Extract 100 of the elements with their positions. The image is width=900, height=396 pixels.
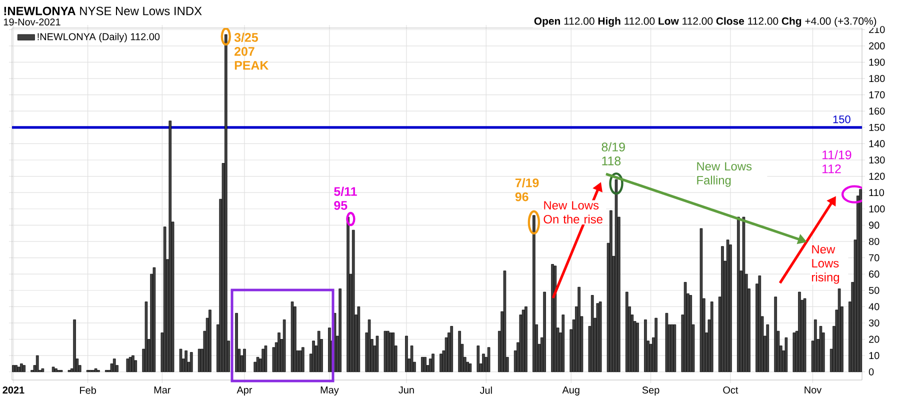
y-tick-label: 200 xyxy=(869,42,885,50)
x-tick-label: Sep xyxy=(642,386,660,396)
bar xyxy=(376,336,379,372)
bar xyxy=(684,282,687,372)
bar xyxy=(665,312,668,372)
x-tick-label: Jun xyxy=(398,386,414,394)
x-tick-label: Jul xyxy=(480,386,492,394)
bar xyxy=(468,364,472,372)
x-tick-label: Aug xyxy=(562,386,580,396)
bar xyxy=(278,332,280,372)
y-tick-label: 140 xyxy=(869,140,885,148)
x-tick-label: Apr xyxy=(236,386,252,396)
bar xyxy=(598,302,602,372)
bar xyxy=(224,34,228,372)
x-tick-label: Nov xyxy=(804,386,822,394)
bar xyxy=(784,337,788,372)
bar xyxy=(610,210,612,372)
bar xyxy=(73,320,76,372)
bar xyxy=(338,288,342,372)
y-tick-label: 190 xyxy=(869,58,885,66)
y-tick-label: 150 xyxy=(869,124,885,131)
bar xyxy=(742,216,746,372)
bar xyxy=(644,320,647,372)
bar xyxy=(144,302,148,372)
bar xyxy=(152,267,156,372)
y-tick-label: 80 xyxy=(868,238,880,246)
annotation: New Lows On the rise xyxy=(544,201,602,224)
bar xyxy=(235,312,238,372)
bar xyxy=(689,295,692,372)
bar xyxy=(312,340,315,372)
bar xyxy=(554,266,557,372)
bar xyxy=(424,356,426,372)
bar xyxy=(317,330,320,372)
annotation: New Lows rising xyxy=(812,245,839,284)
bar xyxy=(673,324,676,372)
bar xyxy=(36,355,39,372)
y-tick-label: 30 xyxy=(868,319,880,326)
bar xyxy=(12,365,15,372)
bar xyxy=(578,286,580,372)
bar xyxy=(458,330,461,372)
bar xyxy=(450,326,454,372)
bar xyxy=(625,292,628,372)
bar xyxy=(290,302,294,372)
bar xyxy=(208,310,212,372)
chart-title: !NEWLONYA NYSE New Lows INDX xyxy=(4,6,202,16)
bar xyxy=(774,296,777,372)
bar xyxy=(368,320,371,372)
y-tick-label: 0 xyxy=(868,368,874,376)
bar xyxy=(562,314,565,372)
y-tick-label: 130 xyxy=(869,156,885,164)
bar xyxy=(482,354,485,372)
ref-line-label: 150 xyxy=(833,115,850,124)
x-tick-label: 2021 xyxy=(2,386,24,394)
bar xyxy=(52,366,55,372)
y-tick-label: 160 xyxy=(869,108,885,115)
bar xyxy=(262,348,264,372)
annotation: 8/19 118 xyxy=(602,142,625,166)
bar xyxy=(710,302,714,372)
y-tick-label: 10 xyxy=(869,352,880,360)
bar xyxy=(792,332,796,372)
annotation: 7/19 96 xyxy=(515,178,539,202)
y-tick-label: 180 xyxy=(869,74,885,82)
bar xyxy=(721,246,724,372)
y-tick-label: 120 xyxy=(869,172,885,180)
bar xyxy=(179,348,182,372)
bar xyxy=(859,189,862,372)
annotation: 5/11 95 xyxy=(334,186,357,210)
bar xyxy=(819,326,822,372)
bar xyxy=(384,330,387,372)
bar xyxy=(132,355,134,372)
bar xyxy=(798,292,801,372)
bar xyxy=(487,347,490,372)
bar xyxy=(440,354,442,372)
x-tick-label: Feb xyxy=(80,386,96,394)
bar xyxy=(737,216,740,372)
bar xyxy=(163,226,166,372)
bar xyxy=(410,346,414,372)
bar xyxy=(357,306,360,372)
bar xyxy=(198,348,201,372)
bar xyxy=(20,364,23,372)
bar xyxy=(758,276,762,372)
bar xyxy=(543,292,546,372)
y-tick-label: 100 xyxy=(869,205,885,212)
legend-label: !NEWLONYA (Daily) 112.00 xyxy=(38,32,160,42)
bar xyxy=(41,368,44,372)
y-tick-label: 90 xyxy=(869,222,880,229)
bar xyxy=(54,368,58,372)
bar xyxy=(503,270,506,372)
bar xyxy=(22,365,26,372)
bar xyxy=(700,228,703,372)
bar xyxy=(256,356,260,372)
bar xyxy=(614,179,618,372)
bar xyxy=(524,306,528,372)
y-tick-label: 170 xyxy=(869,91,885,98)
bar xyxy=(392,332,395,372)
bar xyxy=(264,346,268,372)
x-tick-label: Oct xyxy=(723,386,738,394)
x-tick-label: May xyxy=(320,386,339,396)
bar xyxy=(346,216,350,372)
bar xyxy=(302,347,304,372)
